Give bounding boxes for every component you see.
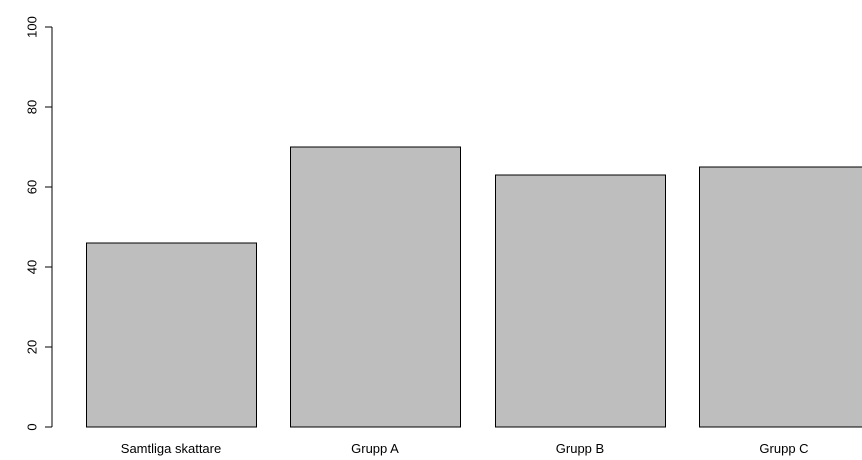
x-category-label: Grupp A (351, 441, 399, 456)
bar (495, 174, 666, 428)
bars-group (86, 146, 862, 428)
y-tick-label: 40 (25, 260, 40, 274)
x-axis-labels: Samtliga skattare Grupp A Grupp B Grupp C (121, 441, 809, 456)
y-tick-label: 20 (25, 340, 40, 354)
bar (86, 242, 257, 428)
x-category-label: Samtliga skattare (121, 441, 221, 456)
y-tick-label: 0 (25, 423, 40, 430)
y-axis: 0 20 40 60 80 100 (25, 16, 53, 431)
bar (699, 166, 862, 428)
y-tick-label: 80 (25, 100, 40, 114)
bar (290, 146, 461, 428)
y-tick-label: 60 (25, 180, 40, 194)
y-tick-label: 100 (25, 16, 40, 38)
x-category-label: Grupp C (759, 441, 808, 456)
x-category-label: Grupp B (556, 441, 604, 456)
